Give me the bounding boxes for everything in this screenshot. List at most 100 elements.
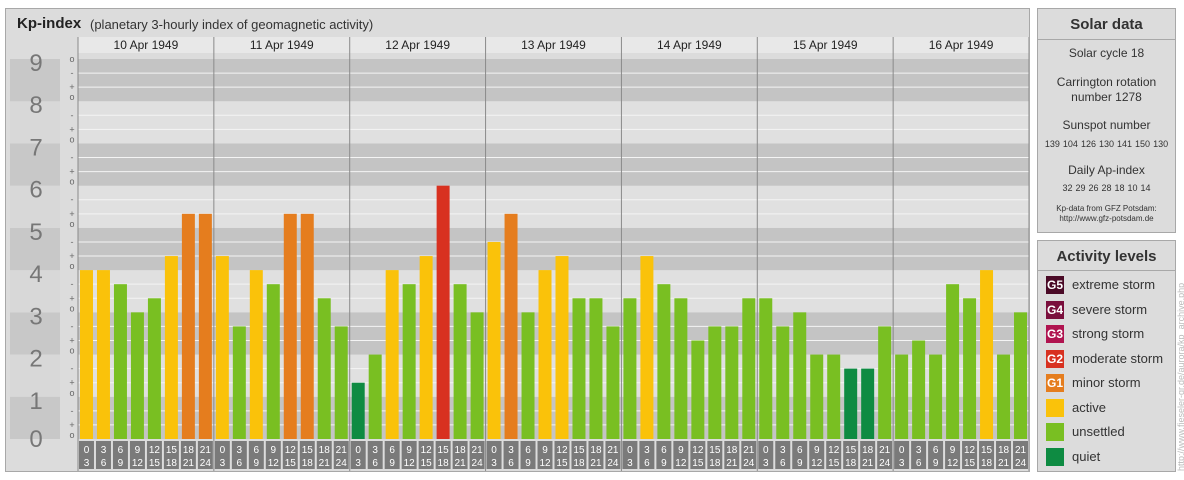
hour-label-end: 21	[726, 458, 738, 469]
hour-cell	[554, 441, 570, 469]
chart-title: Kp-index	[17, 15, 82, 32]
y-minor-tick: +	[69, 335, 74, 345]
hour-label-start: 21	[336, 445, 348, 456]
y-axis-band	[10, 312, 60, 355]
hour-cell	[452, 441, 468, 469]
hour-cell	[146, 441, 162, 469]
hour-label-end: 6	[372, 458, 378, 469]
y-tick-label: 5	[29, 219, 42, 246]
hour-label-end: 12	[947, 458, 959, 469]
ap-value: 26	[1088, 183, 1099, 193]
hour-cell	[163, 441, 179, 469]
hour-label-start: 6	[118, 445, 124, 456]
y-minor-tick: -	[71, 153, 74, 163]
hour-label-end: 15	[149, 458, 161, 469]
y-minor-tick: -	[71, 110, 74, 120]
activity-levels-panel: Activity levels G5 extreme storm G4 severe …	[1037, 240, 1176, 472]
kp-bar	[555, 256, 569, 439]
hour-label-end: 24	[743, 458, 755, 469]
hour-cell	[724, 441, 740, 469]
solar-data-panel: Solar data Solar cycle 18 Carrington rot…	[1037, 8, 1176, 233]
hour-cell	[231, 441, 247, 469]
y-minor-tick: o	[69, 346, 74, 356]
activity-level-swatch	[1046, 398, 1064, 417]
y-axis-band	[10, 143, 60, 186]
hour-cell	[316, 441, 332, 469]
kp-bar	[283, 213, 297, 439]
plot-band	[78, 101, 1029, 144]
kp-bar	[640, 256, 654, 439]
solar-data-title: Solar data	[1070, 16, 1143, 33]
hour-label-start: 9	[950, 445, 956, 456]
y-minor-tick: +	[69, 251, 74, 261]
hour-cell	[299, 441, 315, 469]
hour-label-end: 3	[491, 458, 497, 469]
hour-label-start: 0	[627, 445, 633, 456]
y-tick-label: 4	[29, 261, 42, 288]
hour-label-end: 12	[268, 458, 280, 469]
hour-cell	[265, 441, 281, 469]
y-axis-band	[10, 270, 60, 313]
kp-bar	[657, 284, 671, 439]
hour-cell	[741, 441, 757, 469]
activity-level-label: quiet	[1072, 448, 1101, 464]
sunspot-value: 130	[1098, 139, 1115, 149]
hour-label-start: 12	[421, 445, 433, 456]
y-minor-tick: +	[69, 209, 74, 219]
hour-label-end: 24	[879, 458, 891, 469]
day-label: 16 Apr 1949	[929, 38, 994, 52]
hour-label-start: 18	[319, 445, 331, 456]
y-minor-tick: +	[69, 124, 74, 134]
hour-label-start: 15	[438, 445, 450, 456]
y-minor-tick: o	[69, 177, 74, 187]
kp-bar	[1014, 312, 1027, 439]
hour-label-start: 9	[678, 445, 684, 456]
hour-label-start: 21	[743, 445, 755, 456]
hour-label-end: 21	[455, 458, 467, 469]
hour-label-end: 18	[438, 458, 450, 469]
activity-level-swatch: G5	[1046, 276, 1064, 294]
y-minor-tick: o	[69, 134, 74, 144]
y-minor-tick: +	[69, 82, 74, 92]
kp-bar	[334, 326, 348, 439]
hour-label-start: 9	[406, 445, 412, 456]
hour-label-start: 21	[200, 445, 212, 456]
hour-cell	[962, 441, 978, 469]
hour-label-end: 18	[981, 458, 993, 469]
kp-bar	[606, 326, 620, 439]
y-tick-label: 6	[29, 177, 42, 204]
y-minor-tick: o	[69, 54, 74, 64]
hour-label-start: 6	[389, 445, 395, 456]
kp-bar	[232, 326, 246, 439]
y-tick-label: 7	[29, 134, 42, 161]
hour-label-end: 21	[183, 458, 195, 469]
hour-label-end: 9	[254, 458, 260, 469]
y-minor-tick: +	[69, 420, 74, 430]
kp-bar	[725, 326, 739, 439]
plot-band	[78, 59, 1029, 102]
kp-bar	[96, 270, 110, 439]
hour-label-end: 15	[692, 458, 704, 469]
hour-label-end: 6	[644, 458, 650, 469]
kp-bar	[419, 256, 433, 439]
hour-label-end: 12	[404, 458, 416, 469]
kp-bar	[147, 298, 161, 439]
hour-label-end: 24	[1015, 458, 1027, 469]
hour-cell	[350, 441, 366, 469]
hour-label-end: 24	[336, 458, 348, 469]
hour-label-start: 12	[149, 445, 161, 456]
sunspot-title: Sunspot number	[1062, 118, 1151, 132]
kp-bar	[742, 298, 756, 439]
hour-label-start: 6	[661, 445, 667, 456]
kp-bar	[521, 312, 535, 439]
hour-label-start: 6	[933, 445, 939, 456]
hour-label-start: 21	[607, 445, 619, 456]
hour-label-start: 3	[780, 445, 786, 456]
y-tick-label: 2	[29, 346, 42, 373]
hour-label-end: 6	[508, 458, 514, 469]
hour-cell	[792, 441, 808, 469]
hour-cell	[418, 441, 434, 469]
hour-label-end: 6	[237, 458, 243, 469]
kp-bar	[861, 368, 875, 439]
plot-band	[78, 227, 1029, 271]
